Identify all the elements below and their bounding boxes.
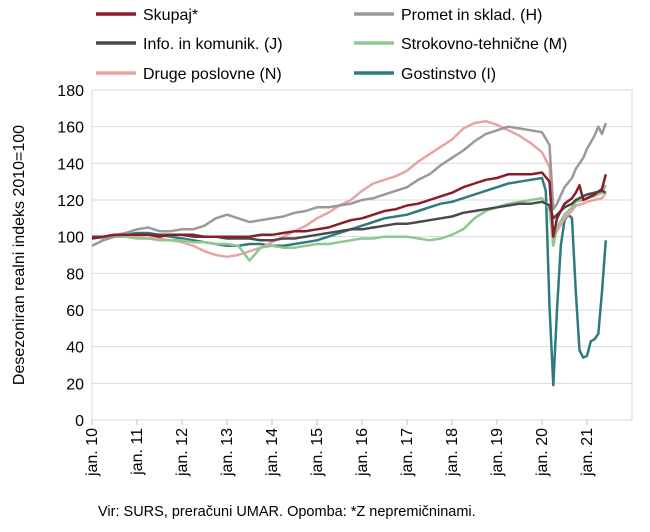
source-note: Vir: SURS, preračuni UMAR. Opomba: *Z ne… xyxy=(98,504,476,520)
x-axis: jan. 10 jan. 11 jan. 12 jan. 13 jan. 14 jan. … xyxy=(84,420,596,477)
series-lines xyxy=(91,119,608,387)
y-tick-label: 80 xyxy=(66,266,84,283)
x-tick-label: jan. 18 xyxy=(444,428,461,477)
x-tick-label: jan. 12 xyxy=(174,428,191,477)
x-tick-label: jan. 15 xyxy=(309,428,326,477)
y-tick-label: 180 xyxy=(57,83,84,100)
series-line xyxy=(91,122,607,247)
x-tick-label: jan. 17 xyxy=(399,428,416,477)
series-line xyxy=(91,176,608,387)
y-tick-label: 140 xyxy=(57,156,84,173)
legend-label: Strokovno-tehnične (M) xyxy=(401,36,567,53)
y-tick-label: 160 xyxy=(57,120,84,137)
legend-label: Info. in komunik. (J) xyxy=(143,36,283,53)
y-axis-title: Desezoniran realni indeks 2010=100 xyxy=(11,125,28,385)
y-axis: 0 20 40 60 80 100 120 140 160 180 xyxy=(57,83,84,430)
series-line xyxy=(91,171,608,240)
x-tick-label: jan. 16 xyxy=(354,428,371,477)
legend: Skupaj* Promet in sklad. (H) Info. in komu… xyxy=(96,7,567,83)
series-line xyxy=(92,189,607,242)
gridlines xyxy=(92,89,632,421)
legend-label: Skupaj* xyxy=(143,7,198,24)
series-line xyxy=(91,184,607,262)
x-tick-label: jan. 20 xyxy=(534,428,551,477)
x-tick-label: jan. 11 xyxy=(129,428,146,476)
y-tick-label: 20 xyxy=(66,376,84,393)
x-tick-label: jan. 10 xyxy=(84,428,101,477)
y-tick-label: 120 xyxy=(57,193,84,210)
x-tick-label: jan. 13 xyxy=(219,428,236,477)
x-tick-label: jan. 19 xyxy=(489,428,506,477)
y-tick-label: 100 xyxy=(57,230,84,247)
y-tick-label: 60 xyxy=(66,303,84,320)
x-tick-label: jan. 14 xyxy=(264,428,281,477)
legend-label: Promet in sklad. (H) xyxy=(401,7,542,24)
x-tick-label: jan. 21 xyxy=(579,428,596,477)
y-tick-label: 0 xyxy=(75,413,84,430)
plot-frame xyxy=(91,89,633,421)
legend-label: Gostinstvo (I) xyxy=(401,66,496,83)
legend-label: Druge poslovne (N) xyxy=(143,66,282,83)
y-tick-label: 40 xyxy=(66,340,84,357)
